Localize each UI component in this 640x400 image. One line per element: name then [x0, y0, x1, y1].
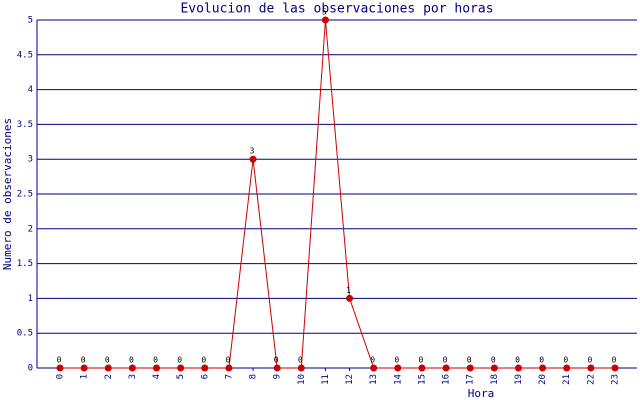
- x-tick-label: 17: [466, 374, 476, 385]
- y-tick-label: 2: [28, 224, 33, 234]
- data-point: [346, 294, 354, 302]
- data-label: 0: [57, 356, 62, 365]
- data-point: [177, 364, 185, 372]
- data-point: [370, 364, 378, 372]
- x-tick-label: 12: [345, 374, 355, 385]
- x-tick-label: 11: [321, 374, 331, 385]
- y-tick-label: 0: [28, 364, 33, 374]
- x-tick-label: 16: [442, 374, 452, 385]
- data-point: [153, 364, 161, 372]
- data-point: [466, 364, 474, 372]
- x-tick-label: 7: [224, 374, 234, 379]
- x-tick-label: 23: [611, 374, 621, 385]
- data-label: 0: [612, 356, 617, 365]
- data-point: [442, 364, 450, 372]
- data-label: 0: [105, 356, 110, 365]
- x-tick-label: 5: [176, 374, 186, 379]
- data-label: 0: [419, 356, 424, 365]
- data-label: 0: [394, 356, 399, 365]
- data-point: [104, 364, 112, 372]
- x-tick-label: 6: [200, 374, 210, 379]
- data-label: 0: [443, 356, 448, 365]
- data-label: 0: [201, 356, 206, 365]
- data-point: [611, 364, 619, 372]
- x-tick-label: 0: [56, 374, 66, 379]
- data-label: 0: [81, 356, 86, 365]
- y-tick-label: 3.5: [17, 120, 33, 130]
- data-point: [490, 364, 498, 372]
- y-tick-label: 2.5: [17, 190, 33, 200]
- data-label: 0: [515, 356, 520, 365]
- data-label: 1: [346, 286, 351, 295]
- data-label: 0: [491, 356, 496, 365]
- data-point: [394, 364, 402, 372]
- x-tick-label: 21: [562, 374, 572, 385]
- data-point: [514, 364, 522, 372]
- data-point: [225, 364, 233, 372]
- data-point: [539, 364, 547, 372]
- series-line: [60, 19, 615, 369]
- y-tick-label: 1.5: [17, 259, 33, 269]
- data-point: [563, 364, 571, 372]
- y-tick-label: 0.5: [17, 329, 33, 339]
- data-label: 0: [153, 356, 158, 365]
- data-point: [128, 364, 136, 372]
- y-axis-label: Numero de observaciones: [1, 118, 14, 270]
- data-point: [80, 364, 88, 372]
- y-tick-label: 1: [28, 294, 33, 304]
- data-label: 0: [587, 356, 592, 365]
- data-label: 0: [177, 356, 182, 365]
- data-label: 0: [274, 356, 279, 365]
- x-axis-label: Hora: [468, 387, 495, 400]
- data-point: [587, 364, 595, 372]
- data-label: 0: [129, 356, 134, 365]
- x-tick-label: 2: [104, 374, 114, 379]
- x-tick-label: 19: [514, 374, 524, 385]
- data-label: 5: [322, 8, 327, 17]
- x-tick-label: 10: [297, 374, 307, 385]
- data-point: [297, 364, 305, 372]
- x-tick-label: 1: [80, 374, 90, 379]
- data-label: 0: [563, 356, 568, 365]
- x-tick-label: 13: [369, 374, 379, 385]
- data-label: 3: [250, 147, 255, 156]
- data-label: 0: [467, 356, 472, 365]
- x-tick-label: 3: [128, 374, 138, 379]
- y-tick-label: 4.5: [17, 50, 33, 60]
- x-tick-label: 22: [586, 374, 596, 385]
- x-tick-label: 8: [249, 374, 259, 379]
- x-tick-label: 18: [490, 374, 500, 385]
- x-tick-label: 9: [273, 374, 283, 379]
- data-point: [201, 364, 209, 372]
- y-tick-label: 4: [28, 85, 33, 95]
- data-label: 0: [298, 356, 303, 365]
- data-label: 0: [370, 356, 375, 365]
- data-point: [418, 364, 426, 372]
- data-label: 0: [225, 356, 230, 365]
- data-label: 0: [539, 356, 544, 365]
- chart-title: Evolucion de las observaciones por horas: [180, 2, 493, 17]
- data-point: [321, 16, 329, 24]
- data-point: [249, 155, 257, 163]
- x-tick-label: 15: [417, 374, 427, 385]
- y-tick-label: 3: [28, 155, 33, 165]
- y-tick-label: 5: [28, 16, 33, 26]
- x-tick-label: 4: [152, 374, 162, 379]
- data-point: [56, 364, 64, 372]
- x-tick-label: 20: [538, 374, 548, 385]
- x-tick-label: 14: [393, 374, 403, 385]
- data-point: [273, 364, 281, 372]
